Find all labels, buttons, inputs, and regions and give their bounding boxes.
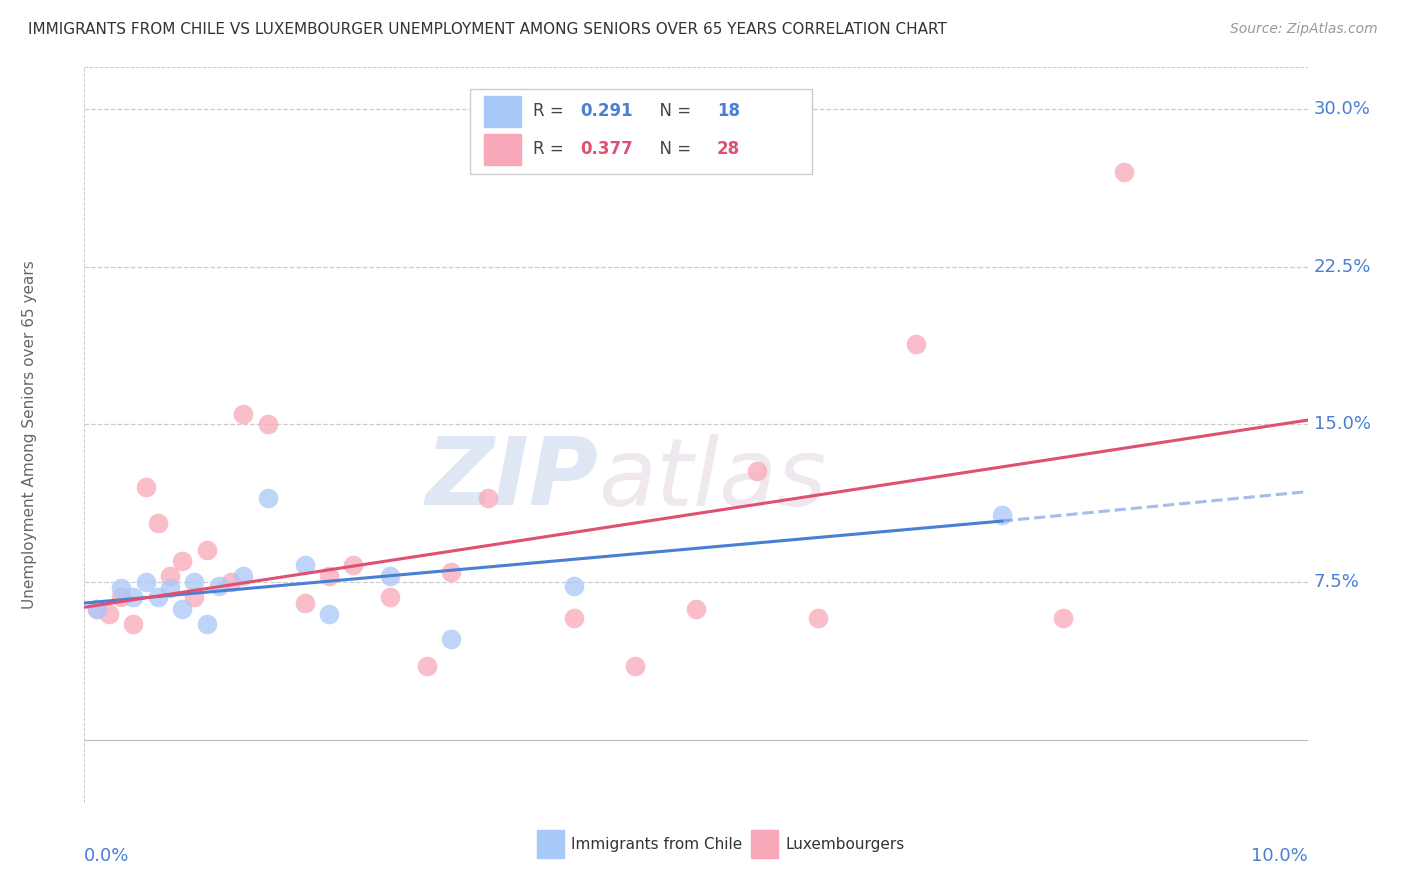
Point: [905, 337, 928, 351]
Point: [380, 590, 402, 604]
Text: atlas: atlas: [598, 434, 827, 524]
Point: [747, 464, 769, 478]
Point: [122, 590, 145, 604]
Point: [86, 602, 108, 616]
Point: [440, 565, 463, 579]
Point: [440, 632, 463, 646]
Bar: [537, 830, 564, 858]
Text: Unemployment Among Seniors over 65 years: Unemployment Among Seniors over 65 years: [22, 260, 37, 609]
Point: [342, 558, 364, 573]
Point: [562, 579, 585, 593]
Text: ZIP: ZIP: [425, 433, 598, 525]
Text: 30.0%: 30.0%: [1313, 100, 1371, 118]
Text: 7.5%: 7.5%: [1313, 573, 1360, 591]
Point: [318, 607, 340, 621]
FancyBboxPatch shape: [470, 89, 813, 174]
Point: [477, 491, 499, 505]
Point: [110, 590, 132, 604]
Point: [232, 407, 254, 421]
Point: [172, 602, 194, 616]
Text: 15.0%: 15.0%: [1313, 416, 1371, 434]
Text: Luxembourgers: Luxembourgers: [786, 837, 904, 852]
Point: [146, 516, 169, 530]
Point: [257, 417, 280, 432]
Point: [624, 659, 647, 673]
Bar: [751, 830, 778, 858]
Bar: [484, 96, 522, 128]
Text: IMMIGRANTS FROM CHILE VS LUXEMBOURGER UNEMPLOYMENT AMONG SENIORS OVER 65 YEARS C: IMMIGRANTS FROM CHILE VS LUXEMBOURGER UN…: [28, 22, 948, 37]
Point: [1114, 165, 1136, 179]
Point: [195, 543, 218, 558]
Point: [807, 611, 830, 625]
Point: [685, 602, 707, 616]
Bar: [484, 134, 522, 165]
Text: N =: N =: [650, 102, 697, 120]
Text: 0.0%: 0.0%: [84, 847, 129, 865]
Point: [294, 558, 316, 573]
Point: [135, 480, 157, 494]
Text: 18: 18: [717, 102, 740, 120]
Text: 0.291: 0.291: [579, 102, 633, 120]
Text: 28: 28: [717, 140, 740, 158]
Point: [294, 596, 316, 610]
Point: [159, 582, 181, 596]
Point: [110, 582, 132, 596]
Point: [991, 508, 1014, 522]
Point: [146, 590, 169, 604]
Point: [318, 568, 340, 582]
Point: [159, 568, 181, 582]
Point: [380, 568, 402, 582]
Point: [195, 617, 218, 632]
Point: [135, 574, 157, 589]
Text: R =: R =: [533, 140, 569, 158]
Point: [86, 602, 108, 616]
Text: 0.377: 0.377: [579, 140, 633, 158]
Point: [416, 659, 439, 673]
Text: N =: N =: [650, 140, 697, 158]
Point: [257, 491, 280, 505]
Point: [562, 611, 585, 625]
Point: [172, 554, 194, 568]
Point: [208, 579, 231, 593]
Text: Source: ZipAtlas.com: Source: ZipAtlas.com: [1230, 22, 1378, 37]
Point: [232, 568, 254, 582]
Text: R =: R =: [533, 102, 569, 120]
Point: [219, 574, 242, 589]
Point: [183, 590, 205, 604]
Point: [183, 574, 205, 589]
Point: [122, 617, 145, 632]
Text: 10.0%: 10.0%: [1251, 847, 1308, 865]
Text: 22.5%: 22.5%: [1313, 258, 1371, 276]
Point: [97, 607, 120, 621]
Point: [1052, 611, 1074, 625]
Text: Immigrants from Chile: Immigrants from Chile: [571, 837, 742, 852]
